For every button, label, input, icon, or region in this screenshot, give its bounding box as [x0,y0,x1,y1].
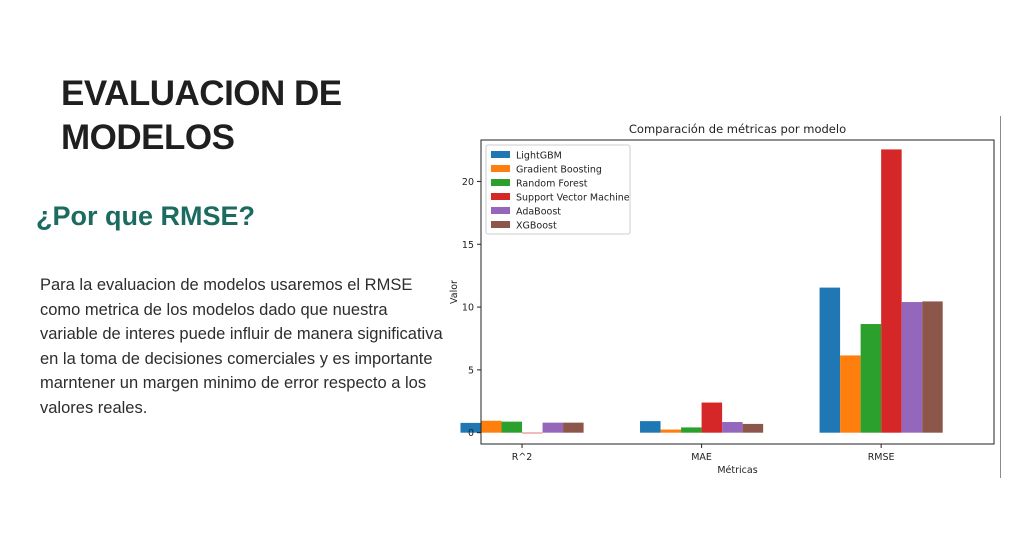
chart-title: Comparación de métricas por modelo [629,122,846,136]
bar-gradient-boosting-rmse [840,355,861,433]
bar-random-forest-r2 [501,421,523,433]
y-axis-label: Valor [449,280,460,304]
legend-entry: Gradient Boosting [516,165,602,176]
bar-xgboost-rmse [922,301,943,433]
bar-adaboost-mae [722,422,743,433]
bar-random-forest-rmse [860,324,882,433]
legend-swatch [491,151,510,158]
slide-title: EVALUACION DE MODELOS [61,72,461,160]
x-tick-label: MAE [691,452,712,463]
legend-entry: AdaBoost [516,207,561,218]
legend-box [485,144,631,235]
bar-random-forest-mae [681,427,702,433]
bar-support-vector-machine-r2 [522,432,543,434]
slide-title-line-2: MODELOS [61,118,235,157]
y-tick-label: 5 [468,365,474,376]
legend-swatch [491,207,510,214]
bar-gradient-boosting-mae [660,429,682,433]
legend-swatch [491,165,510,172]
y-tick-label: 10 [462,303,474,314]
y-tick-label: 0 [468,428,474,439]
legend-swatch [491,221,510,228]
bar-adaboost-r2 [542,422,564,433]
y-tick-label: 20 [462,177,474,188]
x-axis-label: Métricas [717,465,757,476]
bar-lightgbm-mae [640,421,661,433]
metrics-chart: Comparación de métricas por modelo 0 5 10 15… [443,116,1003,478]
slide-title-line-1: EVALUACION DE [61,74,342,113]
slide-paragraph: Para la evaluacion de modelos usaremos e… [40,276,443,417]
slide-divider-line [1000,116,1001,478]
bar-xgboost-r2 [563,422,584,433]
legend-swatch [491,193,510,200]
bar-gradient-boosting-r2 [481,420,502,433]
y-tick-label: 15 [462,240,474,251]
x-tick-label: R^2 [512,452,533,463]
bar-xgboost-mae [742,423,764,433]
bar-support-vector-machine-mae [701,402,723,433]
metrics-chart-svg: Comparación de métricas por modelo 0 5 10 15… [449,122,995,476]
slide-subtitle: ¿Por que RMSE? [36,201,256,231]
legend-entry: Random Forest [516,179,588,190]
bar-support-vector-machine-rmse [881,149,902,433]
legend-entry: Support Vector Machine [516,193,630,204]
bar-adaboost-rmse [901,302,923,433]
legend-entry: XGBoost [516,221,557,232]
x-tick-label: RMSE [868,452,895,463]
legend-entry: LightGBM [516,151,562,162]
bar-lightgbm-rmse [819,287,841,433]
bar-lightgbm-r2 [460,422,481,433]
plot-frame [480,139,995,445]
legend-swatch [491,179,510,186]
